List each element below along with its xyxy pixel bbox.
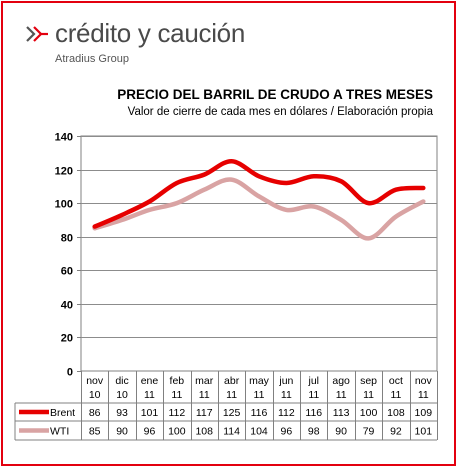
table-cell: 125 [223, 407, 241, 419]
chart-title: PRECIO DEL BARRIL DE CRUDO A TRES MESES [117, 87, 433, 102]
x-tick-label-month: oct [389, 375, 403, 387]
table-cell: 113 [333, 407, 350, 419]
table-cell: 104 [250, 426, 268, 438]
x-tick-label-month: ene [141, 375, 159, 387]
brand-subtitle: Atradius Group [55, 53, 129, 65]
table-cell: 101 [415, 426, 433, 438]
series-line-brent [92, 158, 426, 229]
x-tick-label-month: dic [115, 375, 128, 387]
x-tick-label-year: 10 [116, 389, 128, 401]
x-tick-label-month: jun [278, 375, 293, 387]
chart-subtitle: Valor de cierre de cada mes en dólares /… [127, 106, 433, 118]
x-tick-label-month: nov [86, 375, 104, 387]
table-cell: 90 [335, 426, 347, 438]
x-tick-label-year: 11 [363, 389, 374, 401]
x-tick-label-year: 10 [89, 389, 101, 401]
table-cell: 116 [251, 407, 268, 419]
x-tick-label-month: jul [308, 375, 320, 387]
legend-label-brent: Brent [50, 407, 75, 419]
table-cell: 112 [168, 407, 185, 419]
x-tick-label-year: 11 [308, 389, 319, 401]
x-tick-label-month: mar [195, 375, 214, 387]
x-tick-label-year: 11 [171, 389, 182, 401]
table-cell: 90 [116, 426, 128, 438]
x-tick-label-year: 11 [144, 389, 155, 401]
legend-label-wti: WTI [50, 426, 69, 438]
table-cell: 108 [195, 426, 213, 438]
table-cell: 114 [223, 426, 240, 438]
series-line-wti [92, 177, 426, 241]
table-cell: 96 [144, 426, 156, 438]
table-cell: 108 [387, 407, 405, 419]
table-cell: 85 [89, 426, 101, 438]
table-cell: 92 [390, 426, 402, 438]
y-tick-label: 140 [55, 132, 73, 144]
table-cell: 79 [363, 426, 375, 438]
x-tick-label-year: 11 [390, 389, 401, 401]
table-cell: 98 [308, 426, 320, 438]
x-tick-label-year: 11 [199, 389, 210, 401]
table-cell: 86 [89, 407, 101, 419]
x-tick-label-year: 11 [418, 389, 429, 401]
x-tick-label-month: sep [360, 375, 377, 387]
table-cell: 117 [196, 407, 213, 419]
x-tick-label-year: 11 [226, 389, 237, 401]
table-cell: 96 [281, 426, 293, 438]
y-tick-label: 20 [61, 333, 73, 345]
y-tick-label: 80 [61, 233, 73, 245]
table-cell: 100 [168, 426, 186, 438]
x-tick-label-month: may [249, 375, 270, 387]
x-tick-label-year: 11 [281, 389, 292, 401]
table-cell: 93 [116, 407, 128, 419]
table-cell: 101 [141, 407, 159, 419]
x-tick-label-month: ago [332, 375, 350, 387]
brand-arrows-icon [26, 26, 48, 42]
table-cell: 116 [305, 407, 322, 419]
table-cell: 100 [360, 407, 378, 419]
y-tick-label: 60 [61, 266, 73, 278]
x-tick-label-year: 11 [254, 389, 265, 401]
y-tick-label: 40 [61, 300, 73, 312]
table-cell: 112 [278, 407, 295, 419]
x-tick-label-month: feb [170, 375, 185, 387]
y-tick-label: 100 [55, 199, 73, 211]
brand-name: crédito y caución [55, 18, 246, 48]
table-cell: 109 [415, 407, 433, 419]
y-tick-label: 0 [67, 367, 73, 379]
x-tick-label-month: nov [415, 375, 433, 387]
x-tick-label-year: 11 [336, 389, 347, 401]
y-tick-label: 120 [55, 166, 73, 178]
plot-area [80, 135, 438, 372]
x-tick-label-month: abr [224, 375, 240, 387]
